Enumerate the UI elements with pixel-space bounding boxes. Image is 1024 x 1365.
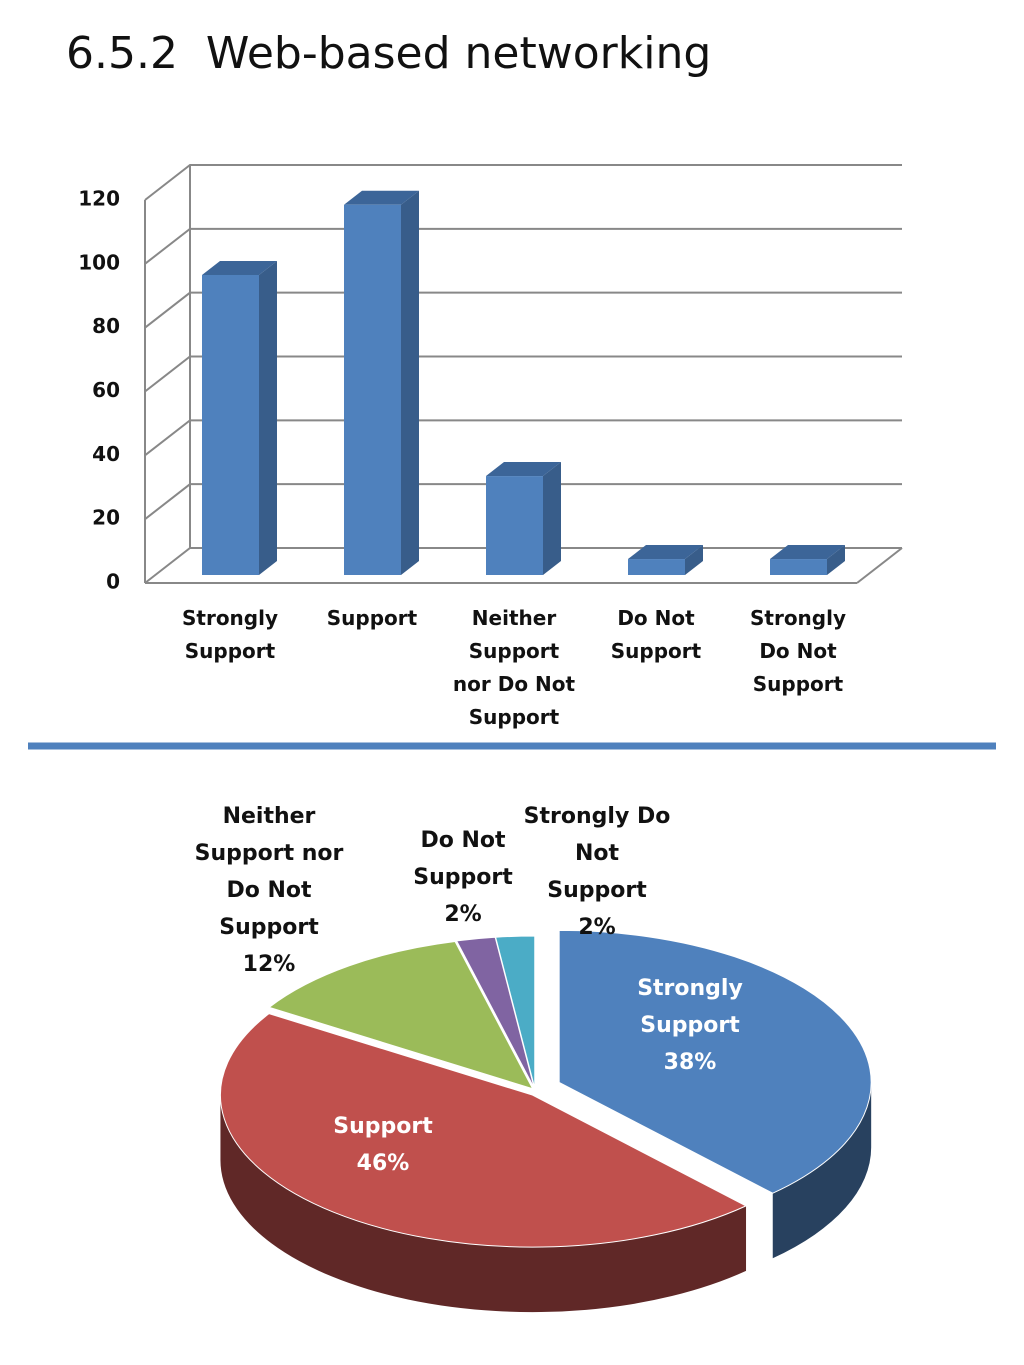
y-tick-label: 60 bbox=[92, 378, 120, 402]
slice-label: Neither Support nor Do Not Support 12% bbox=[194, 798, 344, 983]
slice-label: Strongly Do Not Support 2% bbox=[522, 798, 672, 946]
slice bbox=[268, 940, 534, 1090]
slice-label: Do Not Support 2% bbox=[388, 822, 538, 933]
bar-side bbox=[827, 545, 845, 575]
page-title: 6.5.2 Web-based networking bbox=[66, 28, 712, 79]
grid-line bbox=[144, 291, 902, 329]
y-tick-label: 20 bbox=[92, 506, 120, 530]
bar-side bbox=[259, 260, 277, 575]
slice-category: Neither Support nor Do Not Support bbox=[194, 804, 344, 940]
grid-line bbox=[144, 355, 902, 393]
slice-category: Do Not Support bbox=[413, 828, 513, 890]
bar bbox=[770, 559, 827, 575]
slice-label: Strongly Support 38% bbox=[615, 970, 765, 1081]
bar-top bbox=[344, 190, 419, 205]
bar-top bbox=[770, 545, 845, 560]
y-tick-label: 0 bbox=[106, 570, 120, 594]
bar bbox=[628, 559, 685, 575]
bar bbox=[344, 204, 401, 575]
grid-line bbox=[144, 227, 902, 265]
grid-line bbox=[144, 164, 902, 201]
slice-value: 38% bbox=[663, 1050, 717, 1075]
slice-value: 12% bbox=[242, 952, 296, 977]
x-tick-label: Strongly Do Not Support bbox=[749, 606, 846, 696]
bar bbox=[202, 274, 259, 575]
slice-side bbox=[220, 1095, 747, 1313]
slice bbox=[495, 935, 536, 1089]
slice-side bbox=[772, 1082, 872, 1259]
slice-category: Strongly Do Not Support bbox=[523, 804, 671, 903]
bar-side bbox=[543, 462, 561, 575]
y-tick-label: 40 bbox=[92, 442, 120, 466]
x-tick-label: Support bbox=[326, 606, 418, 630]
slice-value: 2% bbox=[578, 915, 616, 940]
slice-label: Support 46% bbox=[333, 1108, 432, 1182]
bar-top bbox=[628, 545, 703, 560]
slice bbox=[219, 1013, 748, 1248]
grid-line bbox=[144, 419, 902, 457]
y-tick-label: 80 bbox=[92, 314, 120, 338]
y-tick-label: 120 bbox=[78, 187, 120, 211]
slice-category: Support bbox=[333, 1114, 433, 1139]
bar-side bbox=[401, 190, 419, 575]
grid-line bbox=[144, 483, 902, 520]
x-tick-label: Neither Support nor Do Not Support bbox=[452, 606, 576, 729]
slice-value: 46% bbox=[356, 1151, 410, 1176]
floor-edge bbox=[856, 547, 903, 584]
slice bbox=[558, 929, 872, 1194]
bar-top bbox=[486, 462, 561, 477]
x-tick-label: Do Not Support bbox=[610, 606, 702, 663]
y-tick-label: 100 bbox=[78, 250, 120, 274]
bar bbox=[486, 476, 543, 575]
bar-side bbox=[685, 545, 703, 575]
bar-top bbox=[202, 260, 277, 275]
x-tick-label: Strongly Support bbox=[181, 606, 278, 663]
slice-value: 2% bbox=[444, 902, 482, 927]
slice-category: Strongly Support bbox=[637, 976, 743, 1038]
slice bbox=[455, 936, 535, 1089]
